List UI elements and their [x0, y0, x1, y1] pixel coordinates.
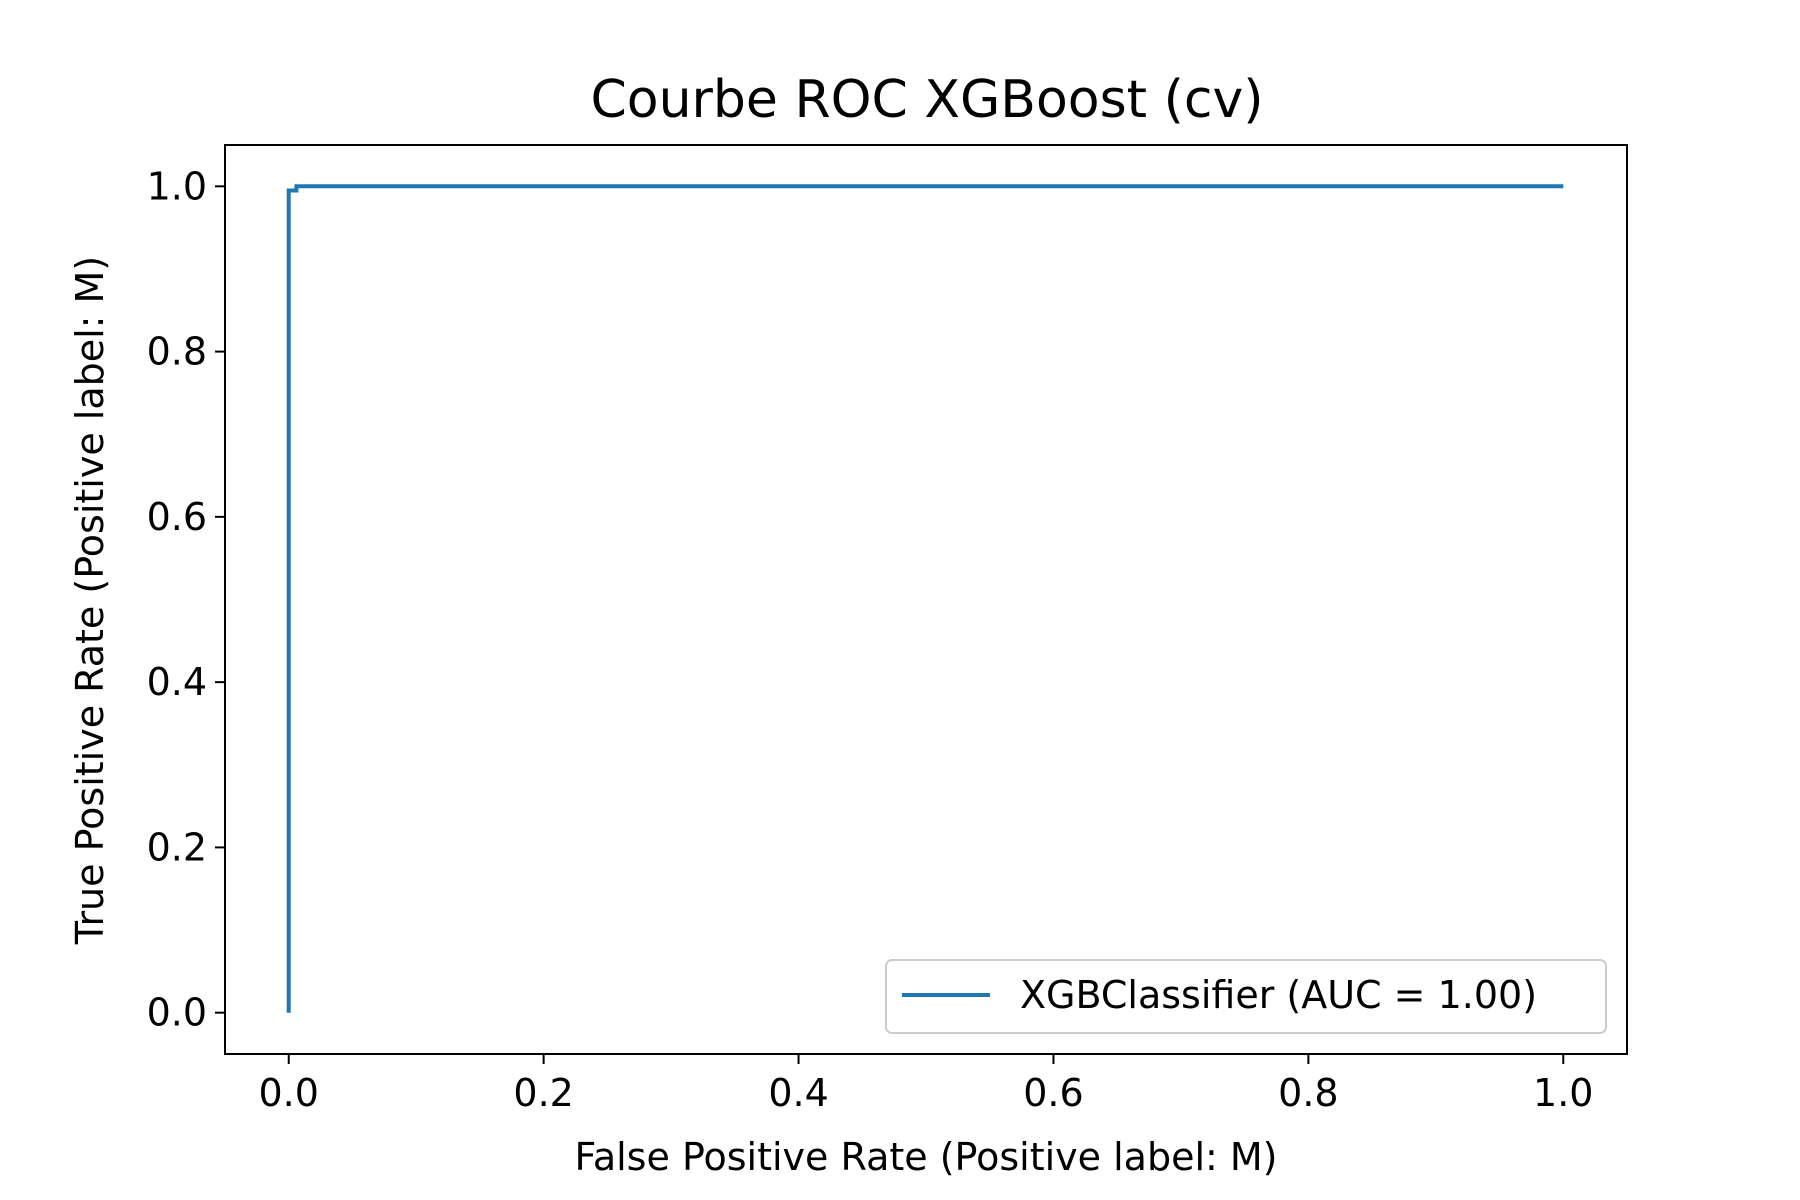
- y-tick-label: 1.0: [147, 164, 207, 208]
- chart-title: Courbe ROC XGBoost (cv): [590, 70, 1263, 130]
- y-tick-label: 0.0: [147, 991, 207, 1035]
- x-tick-label: 1.0: [1533, 1071, 1593, 1115]
- x-axis-label: False Positive Rate (Positive label: M): [574, 1135, 1277, 1179]
- legend-box: [885, 959, 1607, 1034]
- axes-frame: [224, 144, 1628, 1055]
- x-tick-label: 0.6: [1023, 1071, 1083, 1115]
- y-tick-label: 0.6: [147, 495, 207, 539]
- plot-area: 0.0 0.2 0.4 0.6 0.8 1.0 0.0 0.2 0.4 0.6 0.8 1.0: [147, 144, 1628, 1115]
- x-tick-label: 0.0: [259, 1071, 319, 1115]
- legend: XGBClassifier (AUC = 1.00): [885, 959, 1607, 1034]
- y-tick-label: 0.2: [147, 825, 207, 869]
- x-tick-label: 0.8: [1278, 1071, 1338, 1115]
- x-tick-label: 0.2: [513, 1071, 573, 1115]
- y-tick-label: 0.8: [147, 330, 207, 374]
- roc-curve-line: [286, 184, 1564, 1013]
- x-tick-label: 0.4: [768, 1071, 828, 1115]
- y-tick-label: 0.4: [147, 660, 207, 704]
- y-axis-label: True Positive Rate (Positive label: M): [68, 256, 112, 945]
- legend-label: XGBClassifier (AUC = 1.00): [1020, 973, 1537, 1017]
